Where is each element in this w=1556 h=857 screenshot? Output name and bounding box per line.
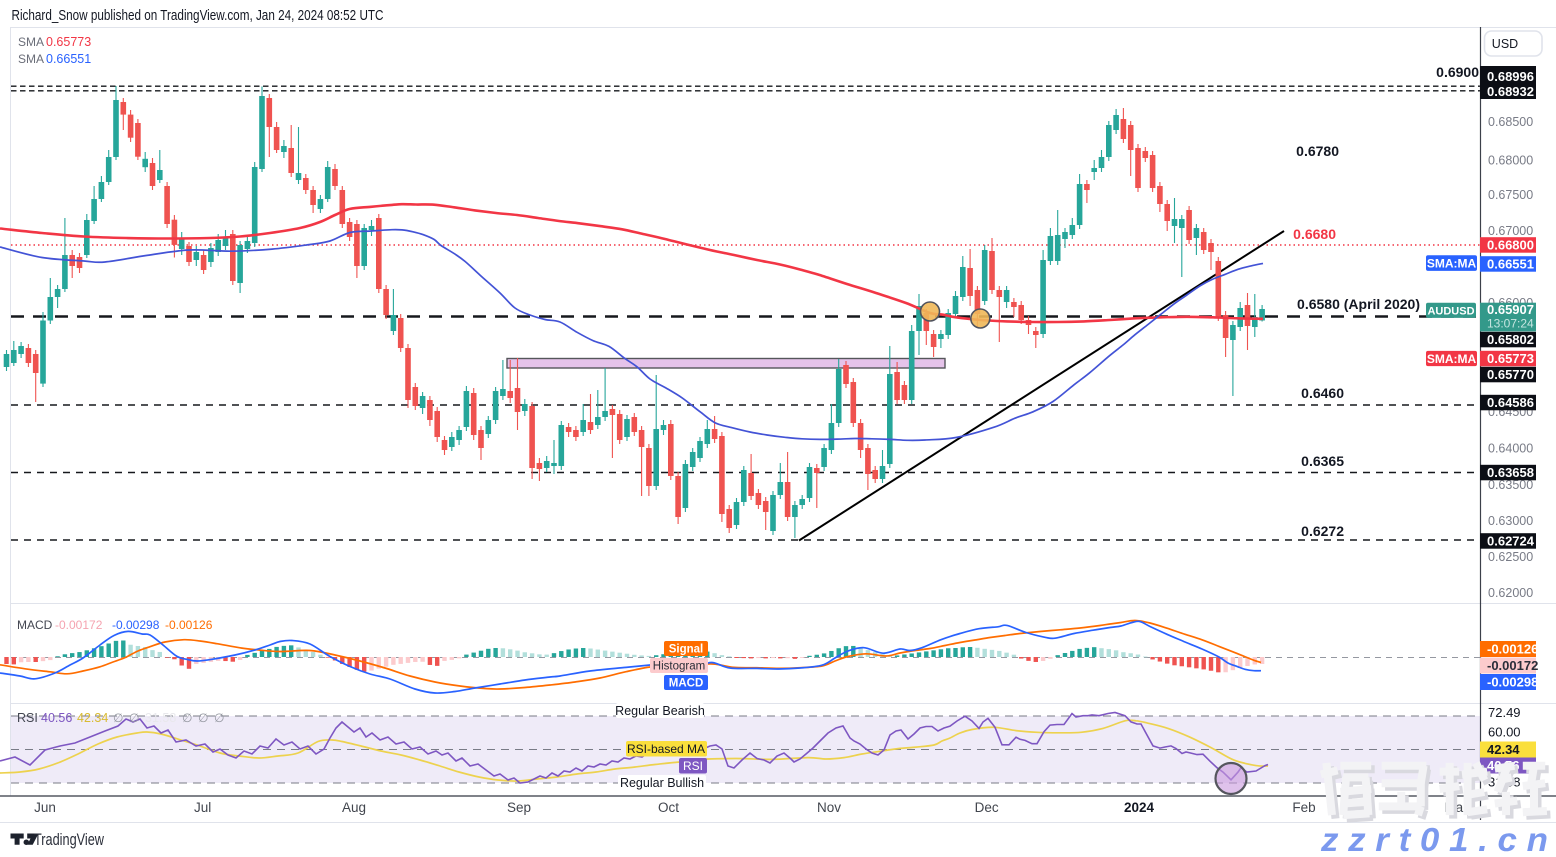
svg-text:Jun: Jun (34, 800, 56, 815)
svg-text:-0.00126: -0.00126 (1487, 642, 1538, 657)
svg-text:-0.00172: -0.00172 (55, 618, 103, 632)
svg-text:∅: ∅ (113, 711, 123, 725)
svg-text:0.62724: 0.62724 (1487, 534, 1535, 549)
svg-text:-0.00298: -0.00298 (112, 618, 160, 632)
svg-text:USD: USD (1492, 37, 1518, 51)
svg-text:AUDUSD: AUDUSD (1427, 306, 1474, 318)
svg-text:SMA: SMA (18, 35, 44, 49)
svg-text:Signal: Signal (669, 644, 704, 656)
svg-text:0.6580 (April 2020): 0.6580 (April 2020) (1297, 296, 1420, 312)
svg-text:SMA: SMA (18, 52, 44, 66)
svg-text:0.65773: 0.65773 (1487, 351, 1534, 366)
svg-text:0.66551: 0.66551 (1487, 257, 1534, 272)
svg-text:Oct: Oct (658, 800, 679, 815)
svg-text:-0.00172: -0.00172 (1487, 658, 1538, 673)
svg-text:0.65770: 0.65770 (1487, 367, 1534, 382)
svg-text:Nov: Nov (817, 800, 841, 815)
svg-text:0.63000: 0.63000 (1488, 514, 1533, 528)
svg-text:Dec: Dec (975, 800, 999, 815)
svg-text:MACD: MACD (669, 678, 704, 690)
svg-text:40.56: 40.56 (41, 711, 72, 725)
svg-text:0.63500: 0.63500 (1488, 478, 1533, 492)
svg-text:SMA:MA: SMA:MA (1427, 352, 1477, 366)
svg-text:0.6680: 0.6680 (1293, 226, 1336, 242)
svg-text:0.68000: 0.68000 (1488, 154, 1533, 168)
svg-text:72.49: 72.49 (1488, 705, 1521, 720)
svg-text:0.62500: 0.62500 (1488, 550, 1533, 564)
svg-text:0.66551: 0.66551 (46, 52, 91, 66)
svg-text:0.6460: 0.6460 (1301, 385, 1344, 401)
svg-text:-0.00298: -0.00298 (1487, 675, 1538, 690)
svg-text:Regular Bullish: Regular Bullish (620, 776, 704, 790)
svg-text:0.65773: 0.65773 (46, 35, 91, 49)
svg-text:0.66800: 0.66800 (1487, 238, 1534, 253)
svg-text:0.65802: 0.65802 (1487, 332, 1534, 347)
svg-text:0.68996: 0.68996 (1487, 69, 1534, 84)
svg-text:Aug: Aug (342, 800, 366, 815)
svg-text:60.00: 60.00 (1488, 725, 1521, 740)
svg-text:0.64586: 0.64586 (1487, 395, 1534, 410)
svg-text:2024: 2024 (1124, 800, 1155, 815)
svg-text:Regular Bearish: Regular Bearish (615, 704, 705, 718)
svg-text:Jul: Jul (194, 800, 211, 815)
svg-text:-0.00126: -0.00126 (165, 618, 213, 632)
svg-text:∅: ∅ (129, 711, 139, 725)
svg-text:0.6365: 0.6365 (1301, 453, 1344, 469)
svg-text:Sep: Sep (507, 800, 531, 815)
svg-text:0.6900: 0.6900 (1436, 64, 1479, 80)
svg-text:13:07:24: 13:07:24 (1487, 317, 1534, 331)
svg-text:0.67000: 0.67000 (1488, 224, 1533, 238)
svg-text:TradingView: TradingView (34, 831, 104, 849)
svg-text:Feb: Feb (1292, 800, 1315, 815)
svg-text:∅: ∅ (198, 711, 208, 725)
svg-text:0.68500: 0.68500 (1488, 115, 1533, 129)
svg-text:42.34: 42.34 (1487, 742, 1520, 757)
svg-text:0.63658: 0.63658 (1487, 465, 1534, 480)
svg-text:Richard_Snow published on Trad: Richard_Snow published on TradingView.co… (12, 8, 384, 24)
svg-text:z z r t 0 1 . c n: z z r t 0 1 . c n (1320, 821, 1548, 857)
svg-text:Histogram: Histogram (653, 661, 705, 673)
svg-text:0.6272: 0.6272 (1301, 523, 1344, 539)
svg-text:RSI: RSI (683, 759, 703, 773)
svg-text:∅: ∅ (214, 711, 224, 725)
svg-text:RSI-based MA: RSI-based MA (627, 742, 705, 756)
svg-text:0.67500: 0.67500 (1488, 188, 1533, 202)
svg-text:42.34: 42.34 (77, 711, 108, 725)
svg-text:0.62000: 0.62000 (1488, 586, 1533, 600)
svg-text:0.68932: 0.68932 (1487, 84, 1534, 99)
svg-text:0.64000: 0.64000 (1488, 442, 1533, 456)
svg-text:RSI: RSI (17, 711, 38, 725)
svg-text:31.58: 31.58 (145, 711, 176, 725)
svg-text:∅: ∅ (182, 711, 192, 725)
svg-text:0.6780: 0.6780 (1296, 143, 1339, 159)
svg-text:MACD: MACD (17, 618, 53, 632)
svg-text:SMA:MA: SMA:MA (1427, 257, 1477, 271)
svg-text:0.65907: 0.65907 (1487, 302, 1534, 317)
